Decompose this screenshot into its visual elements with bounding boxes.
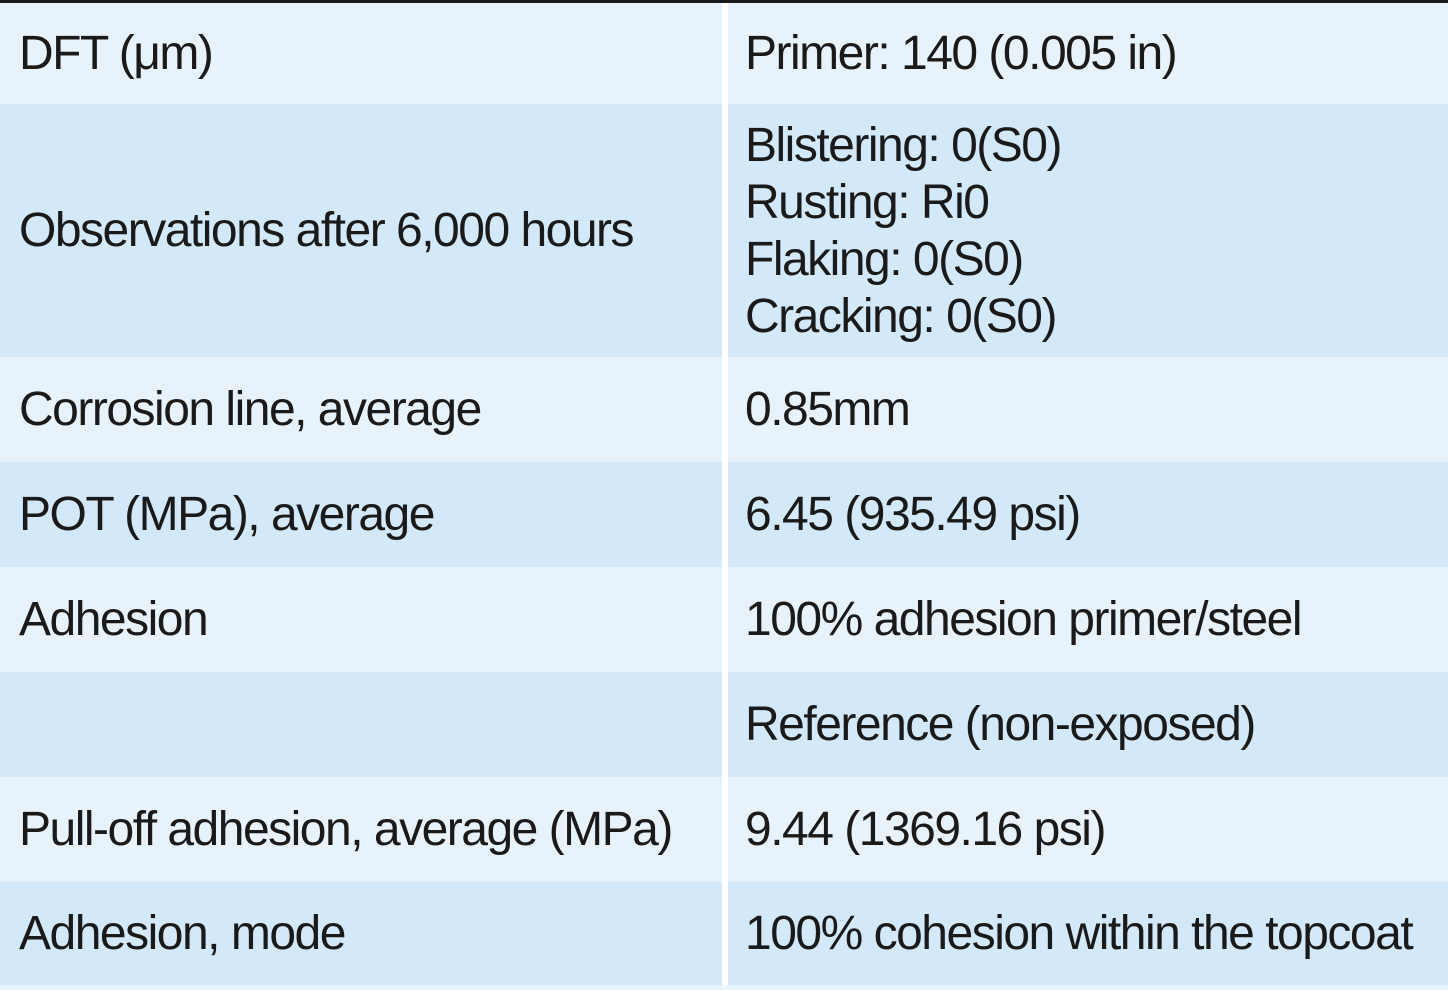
- row-label-cell: Adhesion, mode: [0, 882, 728, 985]
- row-value-line: Blistering: 0(S0): [745, 118, 1062, 172]
- row-label-cell: Corrosion line, average: [0, 357, 728, 462]
- table-row: Observations after 6,000 hours Blisterin…: [0, 104, 1448, 357]
- row-value-line: Reference (non-exposed): [745, 698, 1256, 751]
- row-label: Observations after 6,000 hours: [19, 204, 635, 257]
- table-row: Corrosion line, average 0.85mm: [0, 357, 1448, 462]
- row-value-line: 100% adhesion primer/steel: [745, 593, 1303, 646]
- row-value-cell: Blistering: 0(S0) Rusting: Ri0 Flaking: 0(…: [728, 104, 1448, 357]
- row-value-cell: 6.45 (935.49 psi): [728, 462, 1448, 567]
- row-value-line: Cracking: 0(S0): [745, 289, 1057, 343]
- table-row: Adhesion, mode 100% cohesion within the …: [0, 882, 1448, 985]
- row-value-cell: 9.44 (1369.16 psi): [728, 777, 1448, 882]
- table-row: Reference (non-exposed): [0, 672, 1448, 777]
- row-value-line: Flaking: 0(S0): [745, 232, 1024, 286]
- row-label-cell: Pull-off adhesion, average (MPa): [0, 777, 728, 882]
- row-value-line: Primer: 140 (0.005 in): [745, 27, 1178, 80]
- row-label-cell: Observations after 6,000 hours: [0, 104, 728, 357]
- row-value-line: 100% cohesion within the topcoat: [745, 907, 1414, 960]
- table-row: POT (MPa), average 6.45 (935.49 psi): [0, 462, 1448, 567]
- row-value-cell: 100% adhesion primer/steel: [728, 567, 1448, 672]
- row-label-cell: POT (MPa), average: [0, 462, 728, 567]
- row-value-cell: Primer: 140 (0.005 in): [728, 3, 1448, 104]
- row-value-line: Rusting: Ri0: [745, 175, 990, 229]
- row-label: Adhesion: [19, 593, 209, 646]
- row-value-cell: 0.85mm: [728, 357, 1448, 462]
- row-label-cell: Adhesion: [0, 567, 728, 672]
- row-label: Pull-off adhesion, average (MPa): [19, 803, 673, 856]
- row-label: Adhesion, mode: [19, 907, 346, 960]
- row-label: DFT (μm): [19, 27, 214, 80]
- row-value-cell: 100% cohesion within the topcoat: [728, 882, 1448, 985]
- table-row: Adhesion 100% adhesion primer/steel: [0, 567, 1448, 672]
- row-label: POT (MPa), average: [19, 488, 435, 541]
- row-value-line: 9.44 (1369.16 psi): [745, 803, 1106, 856]
- row-value-cell: Reference (non-exposed): [728, 672, 1448, 777]
- table-top-border: [0, 0, 1448, 3]
- row-label-cell: [0, 672, 728, 777]
- table-body: DFT (μm) Primer: 140 (0.005 in) Observat…: [0, 3, 1448, 985]
- row-label-cell: DFT (μm): [0, 3, 728, 104]
- table-row: DFT (μm) Primer: 140 (0.005 in): [0, 3, 1448, 104]
- row-value-line: 0.85mm: [745, 383, 911, 436]
- table-bottom-strip: [0, 985, 1448, 990]
- row-label: Corrosion line, average: [19, 383, 482, 436]
- row-value-line: 6.45 (935.49 psi): [745, 488, 1081, 541]
- table-row: Pull-off adhesion, average (MPa) 9.44 (1…: [0, 777, 1448, 882]
